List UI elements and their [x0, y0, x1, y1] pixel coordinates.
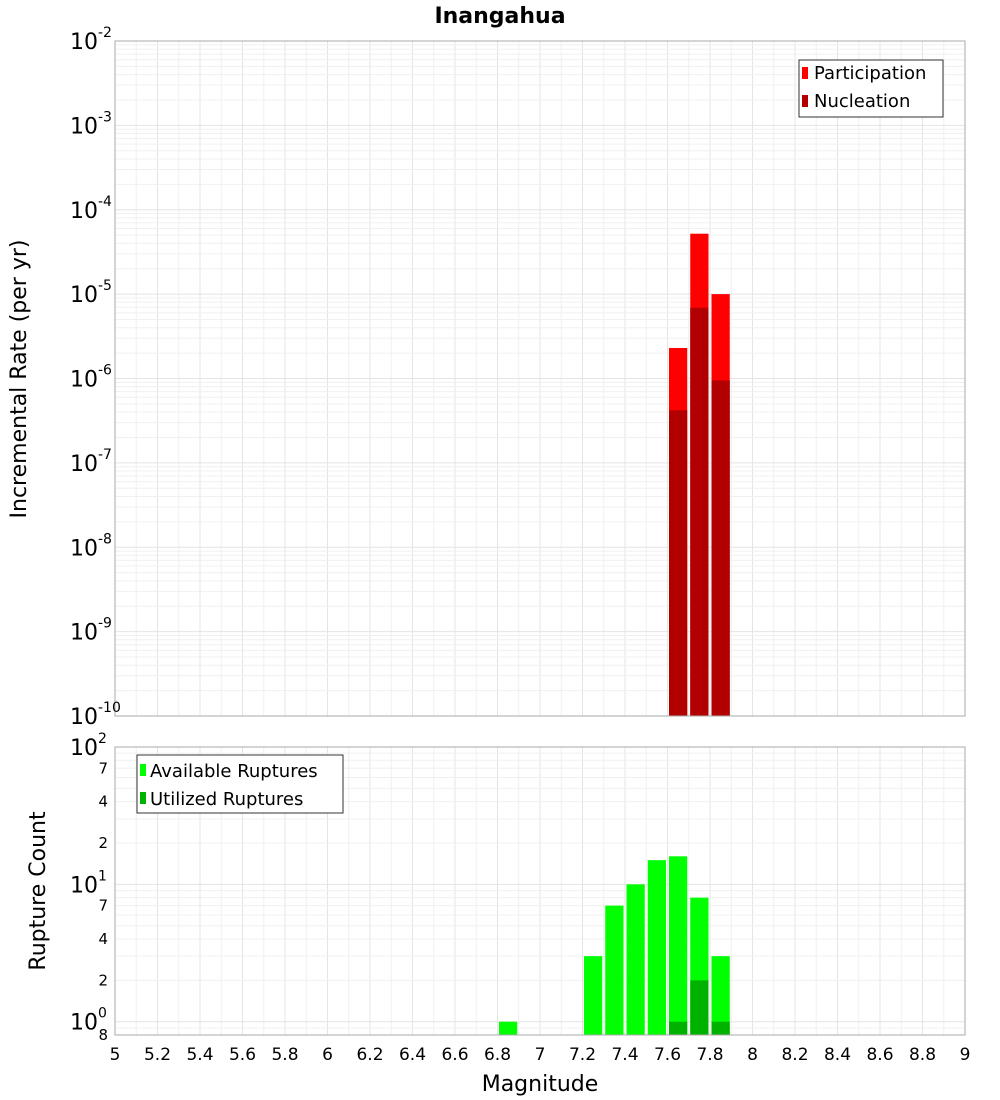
rate-panel: 10-210-310-410-510-610-710-810-910-10 In…: [7, 25, 966, 730]
bar-nucleation: [711, 380, 730, 716]
y-tick-exponent: -6: [98, 363, 112, 379]
participation-legend-label: Participation: [814, 63, 926, 84]
rate-legend-box: [798, 59, 944, 118]
y-minor-tick-label: 7: [98, 897, 108, 915]
chart-title: Inangahua: [434, 4, 565, 29]
bar-utilized-ruptures: [669, 1021, 688, 1035]
y-tick-exponent: 0: [98, 1006, 107, 1022]
y-tick-label: 10: [70, 283, 98, 308]
x-tick-label: 6.8: [484, 1045, 511, 1065]
y-tick-label: 10: [70, 736, 98, 761]
x-tick-label: 5.2: [144, 1045, 171, 1065]
y-tick-exponent: -10: [98, 700, 121, 716]
x-tick-label: 5.4: [186, 1045, 213, 1065]
x-ticks: 5 5.2 5.4 5.6 5.8 6 6.2 6.4 6.6 6.8 7 7.2 7.4 7.6 7.8 8…: [110, 1045, 971, 1065]
y-minor-tick-label: 4: [98, 793, 108, 811]
participation-legend-swatch: [802, 67, 808, 79]
y-tick-label: 10: [70, 536, 98, 561]
y-tick-exponent: -9: [98, 616, 112, 632]
rate-y-axis-label: Incremental Rate (per yr): [7, 240, 32, 519]
x-tick-label: 5: [110, 1045, 121, 1065]
y-tick-label: 10: [70, 873, 98, 898]
nucleation-legend-swatch: [802, 95, 808, 107]
x-tick-label: 7.8: [696, 1045, 723, 1065]
bar-nucleation: [690, 307, 709, 716]
rate-y-ticks: 10-210-310-410-510-610-710-810-910-10: [70, 25, 121, 730]
x-tick-label: 5.8: [271, 1045, 298, 1065]
x-tick-label: 7.2: [569, 1045, 596, 1065]
bar-available-ruptures: [605, 905, 624, 1035]
y-tick-exponent: -4: [98, 194, 112, 210]
rate-legend: Participation Nucleation: [798, 59, 944, 118]
x-tick-label: 6: [322, 1045, 333, 1065]
y-tick-exponent: 2: [98, 731, 107, 747]
y-tick-exponent: -3: [98, 109, 112, 125]
rate-grid: [114, 40, 966, 717]
x-tick-label: 8.8: [909, 1045, 936, 1065]
count-bars: [499, 856, 730, 1035]
rate-bars: [669, 233, 730, 716]
y-minor-tick-label: 2: [98, 834, 108, 852]
count-legend-box: [136, 754, 344, 814]
bar-available-ruptures: [499, 1021, 518, 1035]
x-tick-label: 8.6: [866, 1045, 893, 1065]
y-tick-label: 10: [70, 368, 98, 393]
x-tick-label: 7.6: [654, 1045, 681, 1065]
x-tick-label: 6.4: [399, 1045, 426, 1065]
rate-plot-frame: [114, 40, 966, 717]
count-y-axis-label: Rupture Count: [26, 811, 51, 971]
count-grid: [114, 746, 966, 1036]
y-minor-tick-label: 2: [98, 971, 108, 989]
bar-available-ruptures: [711, 956, 730, 1035]
y-tick-label: 10: [70, 1011, 98, 1036]
x-tick-label: 5.6: [229, 1045, 256, 1065]
x-tick-label: 6.6: [441, 1045, 468, 1065]
x-tick-label: 8.4: [824, 1045, 851, 1065]
x-tick-label: 7.4: [611, 1045, 638, 1065]
bar-utilized-ruptures: [711, 1021, 730, 1035]
y-tick-label: 10: [70, 30, 98, 55]
y-tick-label: 10: [70, 621, 98, 646]
available-legend-swatch: [140, 764, 146, 776]
y-tick-exponent: -5: [98, 278, 112, 294]
y-tick-label: 10: [70, 114, 98, 139]
bar-nucleation: [669, 410, 688, 716]
bar-available-ruptures: [647, 860, 666, 1035]
x-tick-label: 8: [747, 1045, 758, 1065]
x-axis-label: Magnitude: [482, 1072, 599, 1097]
x-tick-label: 8.2: [781, 1045, 808, 1065]
y-minor-tick-label: 8: [98, 1026, 108, 1044]
bar-available-ruptures: [669, 856, 688, 1035]
y-tick-label: 10: [70, 199, 98, 224]
x-tick-label: 9: [960, 1045, 971, 1065]
bar-available-ruptures: [584, 956, 603, 1035]
count-plot-frame: [114, 746, 966, 1036]
nucleation-legend-label: Nucleation: [814, 91, 910, 112]
x-tick-label: 7: [535, 1045, 546, 1065]
y-minor-tick-label: 4: [98, 930, 108, 948]
utilized-legend-label: Utilized Ruptures: [150, 789, 303, 810]
y-tick-label: 10: [70, 705, 98, 730]
bar-utilized-ruptures: [690, 980, 709, 1035]
available-legend-label: Available Ruptures: [150, 761, 318, 782]
y-minor-tick-label: 7: [98, 759, 108, 777]
bar-available-ruptures: [626, 884, 645, 1035]
count-legend: Available Ruptures Utilized Ruptures: [136, 754, 344, 814]
y-tick-label: 10: [70, 452, 98, 477]
y-tick-exponent: -2: [98, 25, 112, 41]
y-tick-exponent: -7: [98, 447, 112, 463]
utilized-legend-swatch: [140, 792, 146, 804]
x-tick-label: 6.2: [356, 1045, 383, 1065]
y-tick-exponent: -8: [98, 531, 112, 547]
y-tick-exponent: 1: [98, 868, 107, 884]
